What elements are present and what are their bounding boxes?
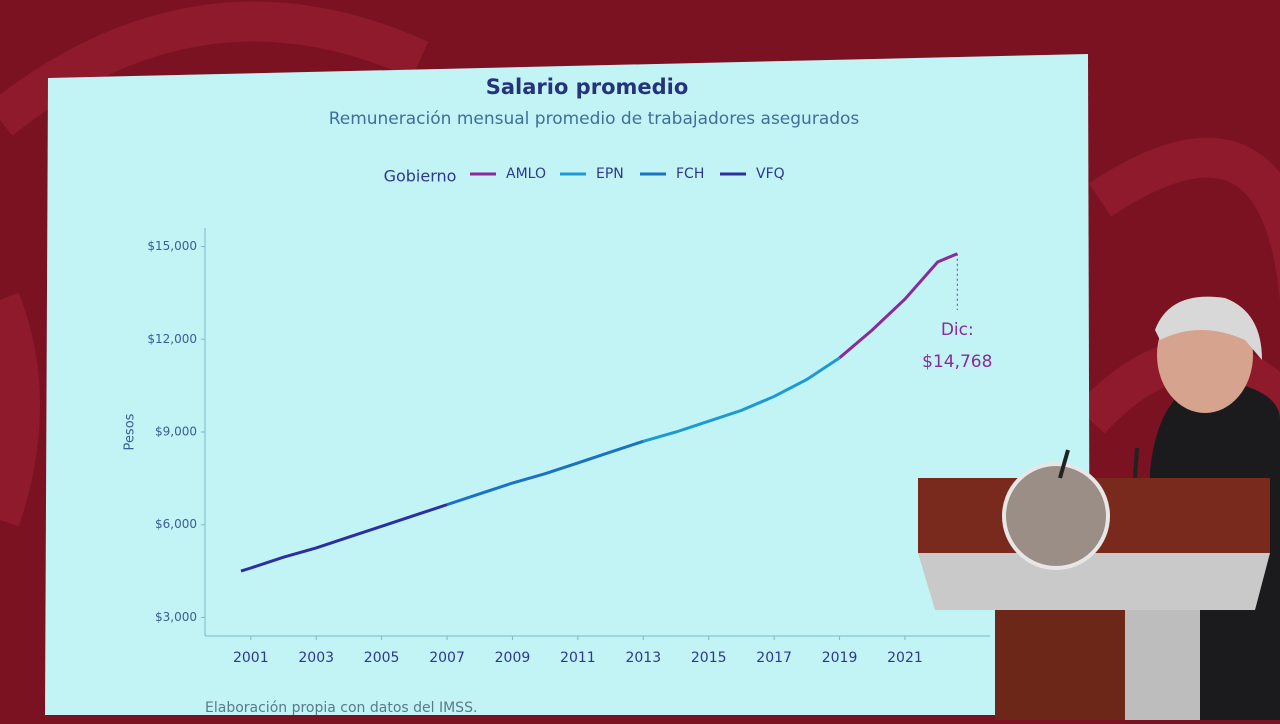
series-line [446,439,644,507]
legend-label: FCH [676,166,704,182]
chart-subtitle: Remuneración mensual promedio de trabaja… [329,109,860,129]
podium [918,296,1280,720]
screen [45,54,1090,715]
x-tick-label: 2009 [495,650,531,666]
legend-label: VFQ [756,166,785,182]
source-note: Elaboración propia con datos del IMSS. [205,700,477,716]
x-tick-label: 2001 [233,650,269,666]
x-tick-label: 2011 [560,650,596,666]
annotation: Dic: [941,320,974,340]
x-tick-label: 2005 [364,650,400,666]
annotation: $14,768 [922,352,992,372]
y-tick-label: $9,000 [155,425,197,439]
y-axis-label: Pesos [123,413,138,450]
x-tick-label: 2007 [429,650,465,666]
legend-title: Gobierno [384,167,457,186]
x-tick-label: 2021 [887,650,923,666]
y-tick-label: $12,000 [147,332,197,346]
x-tick-label: 2019 [822,650,858,666]
y-tick-label: $3,000 [155,610,197,624]
x-tick-label: 2013 [625,650,661,666]
legend-label: EPN [596,166,624,182]
y-tick-label: $6,000 [155,517,197,531]
x-tick-label: 2017 [756,650,792,666]
series-line [642,356,841,443]
y-tick-label: $15,000 [147,239,197,253]
x-tick-label: 2015 [691,650,727,666]
x-tick-label: 2003 [298,650,334,666]
chart-title: Salario promedio [486,75,689,99]
series-line [838,252,958,359]
series-line [240,503,448,573]
legend-label: AMLO [506,166,546,182]
